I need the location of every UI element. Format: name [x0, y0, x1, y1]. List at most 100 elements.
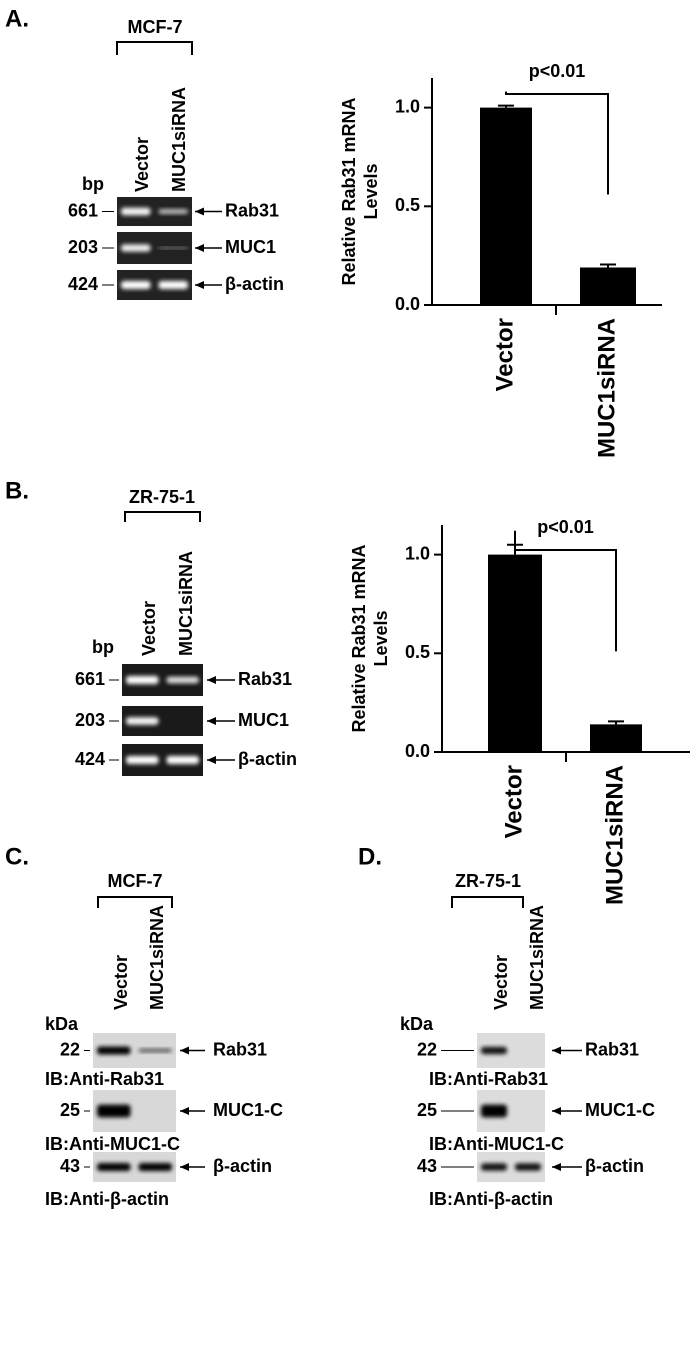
arrow-head	[552, 1046, 561, 1055]
bracket	[116, 41, 193, 55]
lane-label: MUC1siRNA	[176, 551, 196, 656]
ib-label: IB:Anti-β-actin	[45, 1189, 169, 1209]
panel-label: D.	[358, 843, 382, 870]
size-label: 203	[68, 237, 98, 257]
bracket	[97, 896, 173, 908]
band	[121, 207, 151, 216]
size-label: 661	[75, 669, 105, 689]
y-tick-label: 0.5	[395, 195, 420, 215]
y-tick-label: 1.0	[395, 96, 420, 116]
lane-label: Vector	[111, 955, 131, 1010]
unit-label: kDa	[45, 1014, 79, 1034]
band	[481, 1046, 507, 1055]
panel-label: C.	[5, 843, 29, 870]
band	[126, 756, 159, 764]
band	[138, 1163, 172, 1171]
ib-label: IB:Anti-Rab31	[45, 1069, 164, 1089]
y-tick-label: 1.0	[405, 543, 430, 563]
significance-bracket	[514, 530, 617, 652]
bar	[580, 267, 636, 305]
significance-bracket	[505, 91, 609, 195]
x-tick-label: Vector	[500, 765, 527, 838]
band-name: MUC1-C	[585, 1100, 655, 1120]
arrow-head	[195, 207, 204, 216]
panel-label: A.	[5, 5, 29, 32]
size-label: 43	[60, 1156, 80, 1176]
y-axis-label: Levels	[361, 163, 381, 219]
band	[97, 1104, 131, 1118]
cell-line: MCF-7	[128, 17, 183, 37]
x-tick-label: Vector	[491, 318, 518, 391]
unit-label: bp	[92, 637, 114, 657]
arrow-head	[207, 756, 216, 764]
annotation: p<0.01	[529, 61, 586, 81]
band	[126, 717, 159, 725]
ib-label: IB:Anti-MUC1-C	[429, 1134, 564, 1154]
band	[166, 676, 199, 684]
band-name: MUC1	[225, 237, 276, 257]
bracket	[124, 511, 201, 522]
size-label: 22	[417, 1039, 437, 1059]
band	[515, 1163, 541, 1171]
arrow-head	[207, 676, 216, 684]
ib-label: IB:Anti-MUC1-C	[45, 1134, 180, 1154]
band	[158, 247, 188, 249]
lane-label: Vector	[139, 601, 159, 656]
arrow-head	[207, 717, 216, 725]
error-bar	[608, 720, 624, 725]
size-label: 661	[68, 200, 98, 220]
band-name: Rab31	[225, 200, 279, 220]
arrow-head	[552, 1107, 561, 1115]
y-tick-label: 0.0	[395, 294, 420, 314]
band	[121, 244, 151, 252]
lane-label: MUC1siRNA	[147, 905, 167, 1010]
size-label: 424	[68, 274, 98, 294]
arrow-head	[180, 1107, 189, 1115]
band	[97, 1046, 131, 1055]
band	[158, 209, 188, 214]
band	[158, 281, 188, 289]
size-label: 25	[417, 1100, 437, 1120]
x-tick-label: MUC1siRNA	[593, 318, 620, 458]
size-label: 203	[75, 710, 105, 730]
bar	[488, 554, 542, 752]
panel-label: B.	[5, 477, 29, 504]
y-tick-label: 0.5	[405, 642, 430, 662]
cell-line: MCF-7	[108, 871, 163, 891]
y-axis-label: Relative Rab31 mRNA	[349, 544, 369, 732]
size-label: 22	[60, 1039, 80, 1059]
lane-label: MUC1siRNA	[169, 87, 189, 192]
unit-label: bp	[82, 174, 104, 194]
band-name: Rab31	[585, 1039, 639, 1059]
arrow-head	[195, 281, 204, 289]
annotation: p<0.01	[537, 517, 594, 537]
band	[121, 281, 151, 289]
band-name: β-actin	[225, 274, 284, 294]
band	[97, 1163, 131, 1171]
x-tick-label: MUC1siRNA	[601, 765, 628, 905]
lane-label: Vector	[491, 955, 511, 1010]
band	[138, 1048, 172, 1053]
bracket	[451, 896, 524, 908]
band-name: β-actin	[585, 1156, 644, 1176]
cell-line: ZR-75-1	[455, 871, 521, 891]
arrow-head	[552, 1163, 561, 1171]
band-name: Rab31	[238, 669, 292, 689]
bar	[590, 724, 642, 752]
lane-label: MUC1siRNA	[527, 905, 547, 1010]
band	[126, 676, 159, 684]
size-label: 424	[75, 749, 105, 769]
y-tick-label: 0.0	[405, 741, 430, 761]
cell-line: ZR-75-1	[129, 487, 195, 507]
band-name: β-actin	[213, 1156, 272, 1176]
ib-label: IB:Anti-Rab31	[429, 1069, 548, 1089]
band-name: Rab31	[213, 1039, 267, 1059]
ib-label: IB:Anti-β-actin	[429, 1189, 553, 1209]
band-name: β-actin	[238, 749, 297, 769]
size-label: 43	[417, 1156, 437, 1176]
band-name: MUC1	[238, 710, 289, 730]
band	[481, 1163, 507, 1171]
error-bar	[498, 104, 514, 108]
unit-label: kDa	[400, 1014, 434, 1034]
